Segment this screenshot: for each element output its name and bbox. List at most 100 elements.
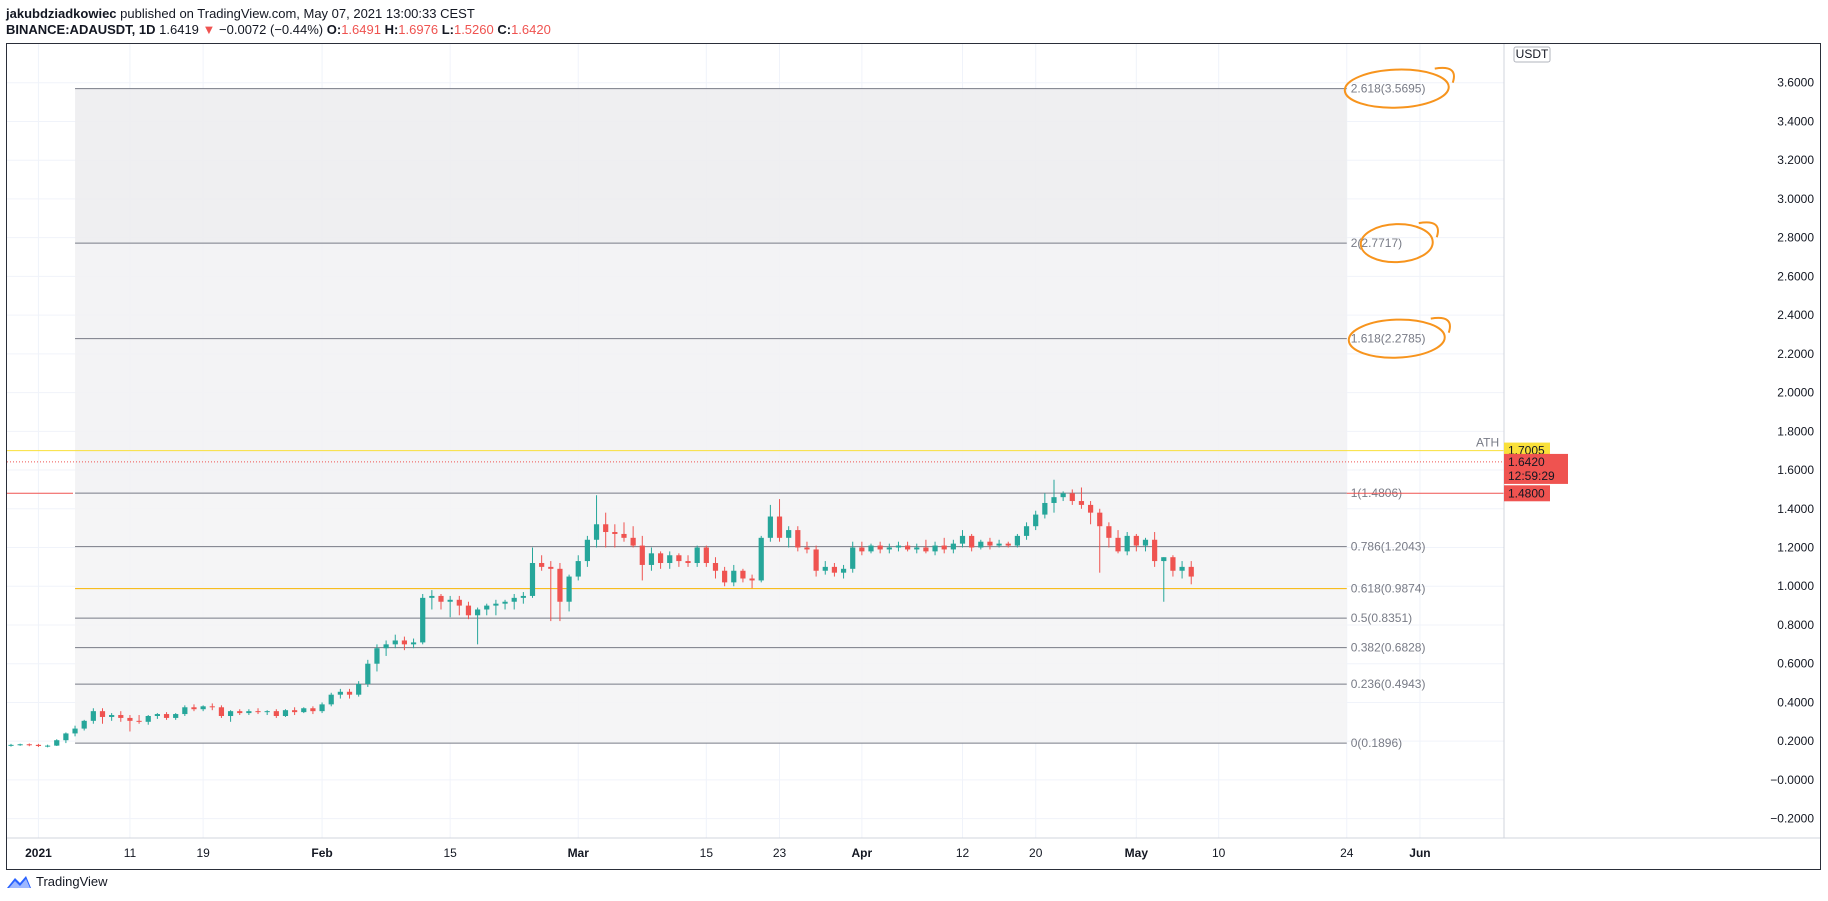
price-axis-tick: 1.2000 (1777, 541, 1814, 555)
candle-body (35, 744, 42, 747)
candle-body (813, 549, 819, 571)
published-text: published on TradingView.com, May 07, 20… (120, 6, 475, 21)
candle-body (383, 644, 389, 649)
time-axis-tick: 24 (1340, 846, 1354, 860)
candle-body (26, 744, 32, 746)
candle-body (868, 545, 874, 552)
candle-body (136, 720, 142, 722)
candle-body (301, 708, 307, 713)
candle-body (959, 535, 966, 544)
candle-body (410, 642, 417, 645)
candle-body (895, 545, 902, 548)
candle-body (557, 568, 563, 602)
time-axis-tick: 12 (956, 846, 970, 860)
tradingview-footer[interactable]: TradingView (6, 874, 108, 889)
candle-body (1051, 497, 1057, 503)
candle-body (173, 714, 179, 718)
fib-level-label: 0.236(0.4943) (1351, 677, 1426, 691)
candle-body (99, 711, 106, 717)
price-axis-tick: 0.6000 (1777, 657, 1814, 671)
candle-body (795, 530, 801, 548)
candle-body (420, 597, 426, 643)
price-axis-tick: 2.2000 (1777, 347, 1814, 361)
candle-body (520, 595, 526, 598)
candle-body (1152, 539, 1158, 562)
symbol-label[interactable]: BINANCE:ADAUSDT, 1D (6, 22, 156, 37)
candle-body (703, 547, 709, 564)
candle-body (1097, 512, 1103, 527)
candle-body (109, 715, 115, 717)
price-axis-tick: 2.0000 (1777, 386, 1814, 400)
time-axis-tick: Mar (568, 846, 590, 860)
fib-level-label: 0(0.1896) (1351, 736, 1402, 750)
candle-body (72, 728, 78, 734)
candle-body (447, 599, 453, 602)
annotation-circle (1347, 318, 1446, 359)
price-axis-tick: 3.6000 (1777, 76, 1814, 90)
low-value: 1.5260 (453, 22, 494, 37)
candle-body (539, 563, 545, 567)
candle-body (493, 603, 499, 606)
fib-level-label: 0.5(0.8351) (1351, 611, 1412, 625)
candle-body (374, 648, 380, 664)
candle-body (932, 545, 938, 552)
candle-body (1115, 537, 1121, 552)
fib-zone (75, 546, 1347, 589)
candle-body (1042, 502, 1048, 515)
candle-body (81, 720, 87, 729)
candle-body (273, 711, 279, 716)
candle-body (44, 745, 51, 747)
candle-body (292, 710, 298, 713)
candle-body (566, 576, 572, 602)
open-value: 1.6491 (341, 22, 381, 37)
candle-body (776, 516, 783, 538)
candle-body (346, 691, 353, 695)
high-label: H: (384, 22, 399, 37)
candle-body (612, 532, 618, 534)
candle-body (465, 605, 472, 616)
time-axis-tick: 23 (773, 846, 787, 860)
candle-body (218, 707, 225, 716)
candle-body (310, 708, 316, 712)
tradingview-brand: TradingView (36, 874, 108, 889)
candle-body (630, 537, 636, 546)
candle-body (227, 711, 234, 716)
candle-body (182, 707, 188, 715)
tradingview-logo-icon (7, 875, 31, 888)
candle-body (584, 539, 590, 562)
candle-body (401, 640, 408, 645)
price-chart[interactable]: 0(0.1896) 0.236(0.4943) 0.382(0.6828) 0.5(0… (7, 44, 1820, 869)
time-axis-tick: 15 (700, 846, 714, 860)
author-name[interactable]: jakubdziadkowiec (6, 6, 117, 21)
candle-body (804, 547, 810, 550)
fib-level-label: 0.382(0.6828) (1351, 641, 1426, 655)
candle-body (722, 570, 728, 583)
price-axis-tick: −0.2000 (1770, 812, 1814, 826)
annotation-stroke (1434, 66, 1455, 83)
candle-body (886, 547, 892, 550)
annotation-stroke (1430, 316, 1451, 333)
price-axis-tick: 3.0000 (1777, 192, 1814, 206)
candle-body (511, 597, 517, 602)
price-axis-tick: 2.6000 (1777, 269, 1814, 283)
price-change: −0.0072 (−0.44%) (219, 22, 324, 37)
candle-body (749, 578, 755, 581)
time-axis-tick: 19 (196, 846, 210, 860)
candle-body (694, 547, 700, 564)
chart-frame[interactable]: 0(0.1896) 0.236(0.4943) 0.382(0.6828) 0.5(0… (6, 43, 1821, 870)
candle-body (603, 524, 609, 533)
candle-body (621, 533, 627, 538)
price-axis-tick: 1.8000 (1777, 424, 1814, 438)
price-axis-tick: 3.4000 (1777, 114, 1814, 128)
candle-body (319, 704, 325, 712)
candle-body (264, 711, 270, 713)
time-axis-tick: 10 (1212, 846, 1226, 860)
candle-body (1133, 535, 1139, 546)
currency-badge (1513, 46, 1551, 63)
candle-body (1179, 566, 1185, 571)
time-axis-tick: May (1125, 846, 1149, 860)
candle-body (914, 547, 920, 550)
annotation-circle (1343, 68, 1450, 109)
candle-body (365, 663, 371, 685)
fib-zone (75, 493, 1347, 547)
